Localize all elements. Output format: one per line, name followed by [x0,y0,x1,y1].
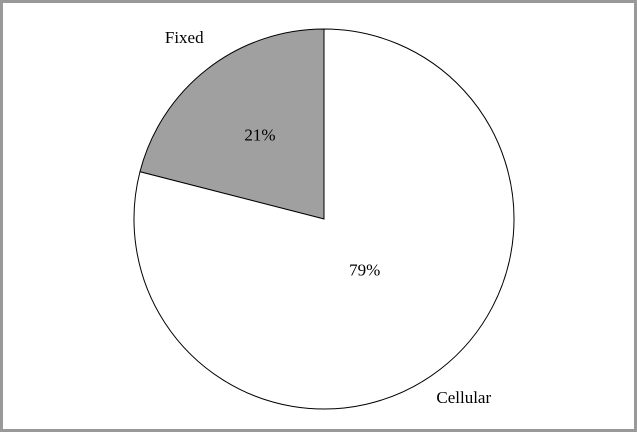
value-label: 79% [349,260,380,279]
value-label: 21% [244,125,275,144]
category-label: Fixed [165,28,204,47]
category-label: Cellular [436,388,491,407]
pie-slice [133,28,515,410]
pie-slice [139,28,325,220]
